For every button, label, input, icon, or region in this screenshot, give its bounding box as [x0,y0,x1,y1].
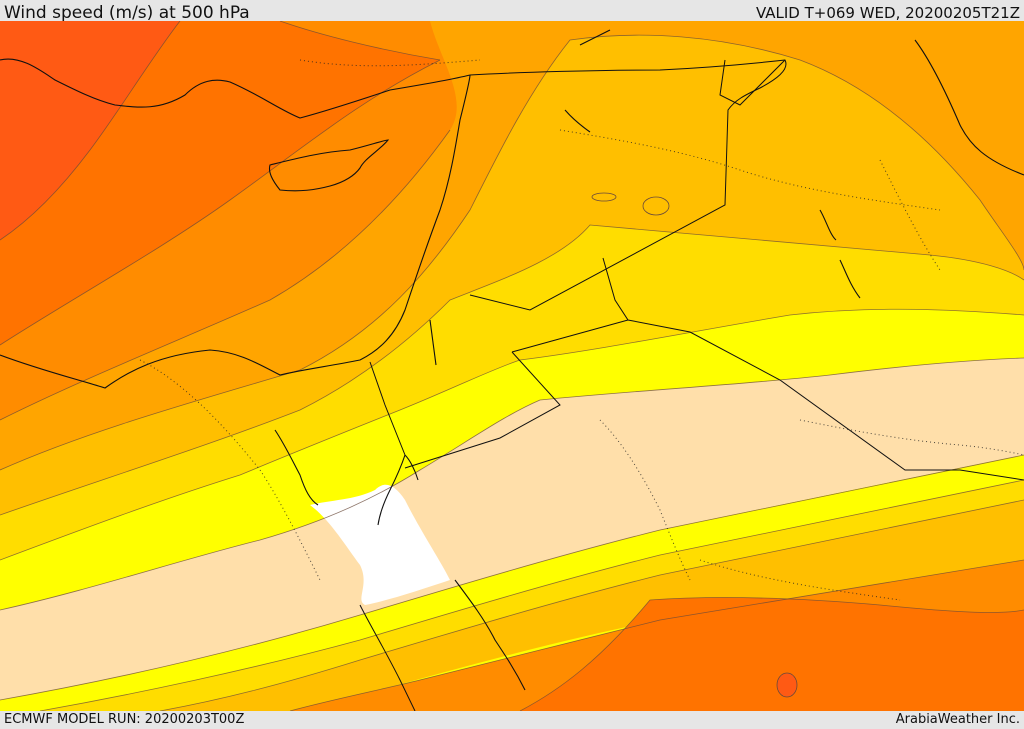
model-run-label: ECMWF MODEL RUN: 20200203T00Z [4,712,245,727]
band-low-south [0,455,1024,711]
band-mid-south [160,500,1024,711]
wind-speed-map[interactable] [0,21,1024,711]
credit-label: ArabiaWeather Inc. [895,712,1020,727]
band-calm [310,484,450,605]
header-bar: Wind speed (m/s) at 500 hPa VALID T+069 … [0,0,1024,23]
valid-time: VALID T+069 WED, 20200205T21Z [755,4,1020,22]
band-lowest [0,358,1024,700]
map-canvas [0,21,1024,711]
band-low-mid-south [40,480,1024,711]
map-title: Wind speed (m/s) at 500 hPa [4,3,250,23]
band-strong-south [520,597,1024,711]
footer-bar: ECMWF MODEL RUN: 20200203T00Z ArabiaWeat… [0,711,1024,729]
band-strongest [0,21,180,240]
